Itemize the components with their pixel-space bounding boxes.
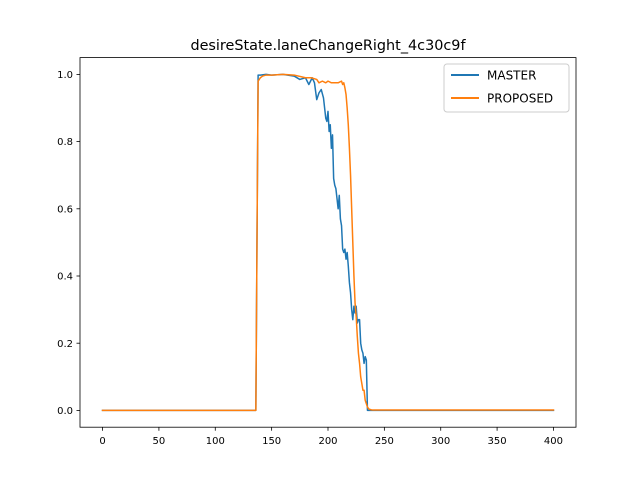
x-tick-label: 350 <box>488 436 507 447</box>
legend: MASTER PROPOSED <box>443 63 570 113</box>
legend-label-proposed: PROPOSED <box>487 92 553 106</box>
y-tick-label: 0.2 <box>57 339 73 350</box>
series-line-master <box>101 73 555 412</box>
x-tick-label: 400 <box>544 436 563 447</box>
y-tick-label: 0.0 <box>57 406 73 417</box>
x-tick-label: 100 <box>206 436 225 447</box>
series-line-proposed <box>101 73 555 412</box>
y-tick-label: 0.6 <box>57 204 73 215</box>
y-tick-label: 0.4 <box>57 272 73 283</box>
y-tick-label: 1.0 <box>57 70 73 81</box>
x-tick-label: 150 <box>262 436 281 447</box>
x-tick-label: 300 <box>431 436 450 447</box>
chart-title: desireState.laneChangeRight_4c30c9f <box>190 38 466 54</box>
y-axis: 0.0 0.2 0.4 0.6 0.8 1.0 <box>57 70 80 417</box>
x-tick-label: 0 <box>99 436 105 447</box>
x-tick-label: 50 <box>153 436 166 447</box>
plot-area <box>101 73 555 412</box>
x-tick-label: 250 <box>375 436 394 447</box>
x-axis: 0 50 100 150 200 250 300 350 400 <box>99 427 563 447</box>
legend-label-master: MASTER <box>487 69 536 83</box>
x-tick-label: 200 <box>318 436 337 447</box>
y-tick-label: 0.8 <box>57 137 73 148</box>
